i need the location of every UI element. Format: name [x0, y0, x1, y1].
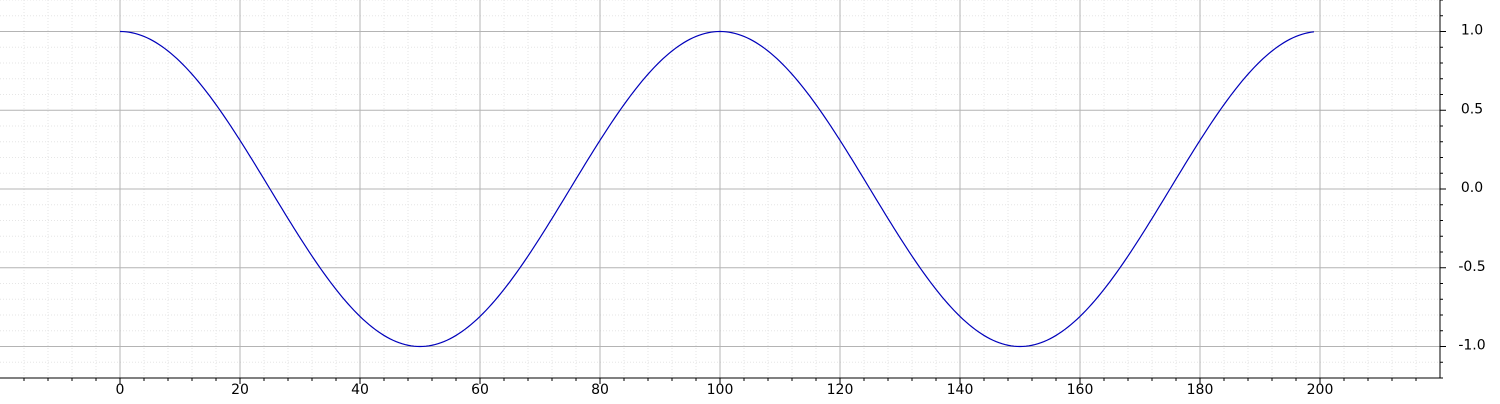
x-tick-label: 180 — [1187, 382, 1214, 398]
x-tick-label: 0 — [116, 382, 125, 398]
x-tick-label: 20 — [231, 382, 249, 398]
x-tick-label: 160 — [1067, 382, 1094, 398]
y-tick-label: -0.5 — [1458, 259, 1485, 275]
x-tick-label: 100 — [707, 382, 734, 398]
x-tick-label: 40 — [351, 382, 369, 398]
y-tick-label: 0.5 — [1461, 101, 1483, 117]
series-line — [119, 30, 1315, 348]
x-tick-label: 200 — [1307, 382, 1334, 398]
major-grid — [0, 0, 1440, 378]
series-layer — [119, 30, 1315, 348]
y-tick-label: 1.0 — [1461, 23, 1483, 39]
x-tick-label: 60 — [471, 382, 489, 398]
y-tick-label: -1.0 — [1458, 338, 1485, 354]
x-tick-label: 120 — [827, 382, 854, 398]
y-tick-label: 0.0 — [1461, 180, 1483, 196]
x-tick-label: 80 — [591, 382, 609, 398]
x-tick-label: 140 — [947, 382, 974, 398]
axes: 0 20 40 60 80 100 120 140 160 180 200 1.0 0.5 0.0 -0.5… — [0, 0, 1486, 398]
